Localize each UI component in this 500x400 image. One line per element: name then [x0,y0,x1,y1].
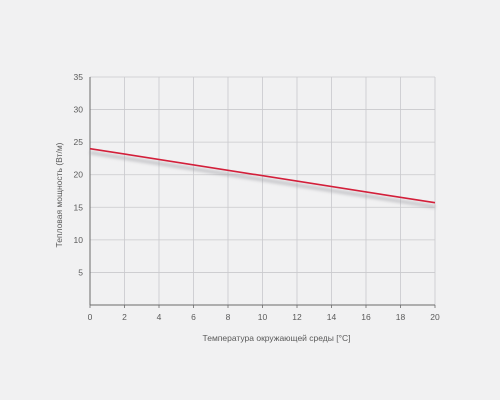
x-axis-label: Температура окружающей среды [°C] [203,333,351,343]
x-tick-label: 20 [430,312,440,322]
x-tick-label: 0 [88,312,93,322]
vertical-gridlines [124,77,436,305]
x-tick-label: 12 [292,312,302,322]
y-axis-label: Тепловая мощность (Вт/м) [54,142,64,247]
x-tick-label: 16 [361,312,371,322]
x-tick-label: 18 [396,312,406,322]
y-tick-label: 10 [74,235,84,245]
x-tick-label: 10 [258,312,268,322]
x-tick-label: 4 [157,312,162,322]
series-line-shadow [89,151,436,209]
y-tick-label: 20 [74,170,84,180]
x-tick-label: 6 [191,312,196,322]
series-line [89,147,436,204]
y-tick-label: 15 [74,202,84,212]
y-tick-label: 35 [74,72,84,82]
y-tick-label: 25 [74,137,84,147]
x-tick-label: 8 [226,312,231,322]
y-tick-label: 30 [74,105,84,115]
x-tick-label: 14 [327,312,337,322]
y-tick-label: 5 [78,267,83,277]
axes [89,77,436,308]
series-layer [89,147,436,209]
x-tick-label: 2 [122,312,127,322]
y-tick-labels: 5 10 15 20 25 30 35 [74,72,84,277]
horizontal-gridlines [90,76,435,273]
x-tick-labels: 0 2 4 6 8 10 12 14 16 18 20 [88,312,440,322]
